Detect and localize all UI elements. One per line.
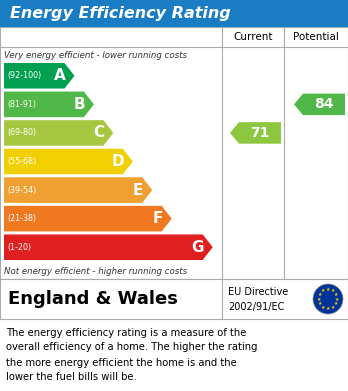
Polygon shape bbox=[230, 122, 281, 143]
Text: G: G bbox=[191, 240, 204, 255]
Text: Current: Current bbox=[233, 32, 273, 42]
Text: ★: ★ bbox=[321, 305, 325, 310]
Bar bbox=[0, 0, 348, 27]
Text: (69-80): (69-80) bbox=[7, 128, 36, 137]
Circle shape bbox=[313, 284, 343, 314]
Text: ★: ★ bbox=[321, 289, 325, 294]
Text: England & Wales: England & Wales bbox=[8, 290, 178, 308]
Polygon shape bbox=[4, 235, 213, 260]
Polygon shape bbox=[4, 149, 133, 174]
Bar bbox=[0, 319, 348, 391]
Text: lower the fuel bills will be.: lower the fuel bills will be. bbox=[6, 373, 137, 382]
Text: (81-91): (81-91) bbox=[7, 100, 36, 109]
Text: ★: ★ bbox=[326, 306, 330, 311]
Polygon shape bbox=[4, 206, 172, 231]
Polygon shape bbox=[4, 63, 74, 89]
Text: ★: ★ bbox=[318, 292, 322, 297]
Text: D: D bbox=[111, 154, 124, 169]
Bar bbox=[0, 27, 348, 279]
Polygon shape bbox=[4, 177, 152, 203]
Polygon shape bbox=[294, 93, 345, 115]
Text: (1-20): (1-20) bbox=[7, 243, 31, 252]
Text: B: B bbox=[73, 97, 85, 112]
Text: EU Directive: EU Directive bbox=[228, 287, 288, 297]
Polygon shape bbox=[4, 91, 94, 117]
Text: E: E bbox=[133, 183, 143, 197]
Text: (21-38): (21-38) bbox=[7, 214, 36, 223]
Text: (55-68): (55-68) bbox=[7, 157, 36, 166]
Text: ★: ★ bbox=[334, 301, 338, 306]
Text: ★: ★ bbox=[331, 305, 335, 310]
Text: (39-54): (39-54) bbox=[7, 186, 36, 195]
Text: ★: ★ bbox=[331, 289, 335, 294]
Text: 84: 84 bbox=[314, 97, 333, 111]
Polygon shape bbox=[4, 120, 113, 146]
Text: Potential: Potential bbox=[293, 32, 339, 42]
Text: ★: ★ bbox=[317, 296, 321, 301]
Text: ★: ★ bbox=[326, 287, 330, 292]
Text: ★: ★ bbox=[335, 296, 340, 301]
Text: 2002/91/EC: 2002/91/EC bbox=[228, 302, 284, 312]
Text: Energy Efficiency Rating: Energy Efficiency Rating bbox=[10, 6, 231, 21]
Text: overall efficiency of a home. The higher the rating: overall efficiency of a home. The higher… bbox=[6, 343, 258, 353]
Text: A: A bbox=[54, 68, 65, 83]
Text: F: F bbox=[152, 211, 163, 226]
Text: ★: ★ bbox=[334, 292, 338, 297]
Text: 71: 71 bbox=[250, 126, 269, 140]
Text: the more energy efficient the home is and the: the more energy efficient the home is an… bbox=[6, 357, 237, 368]
Bar bbox=[0, 279, 348, 319]
Text: Very energy efficient - lower running costs: Very energy efficient - lower running co… bbox=[4, 50, 187, 59]
Text: Not energy efficient - higher running costs: Not energy efficient - higher running co… bbox=[4, 267, 187, 276]
Text: ★: ★ bbox=[318, 301, 322, 306]
Text: (92-100): (92-100) bbox=[7, 71, 41, 80]
Text: C: C bbox=[93, 126, 104, 140]
Text: The energy efficiency rating is a measure of the: The energy efficiency rating is a measur… bbox=[6, 328, 246, 337]
